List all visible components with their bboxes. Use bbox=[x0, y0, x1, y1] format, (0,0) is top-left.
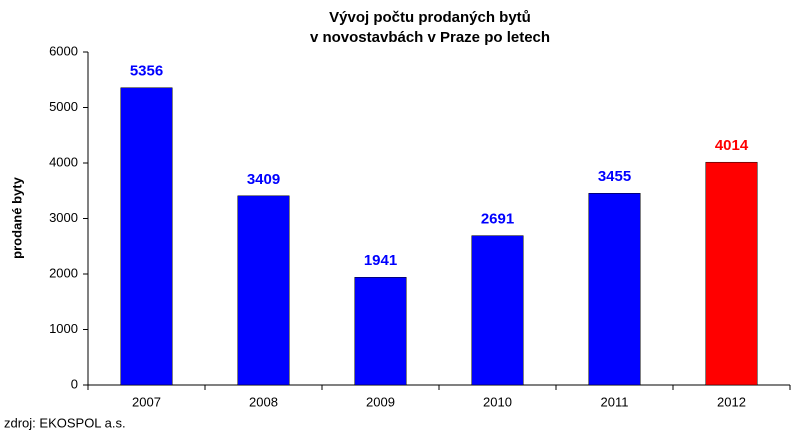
y-tick-label: 2000 bbox=[49, 265, 78, 280]
chart-title: v novostavbách v Praze po letech bbox=[310, 29, 550, 46]
y-axis-label: prodané byty bbox=[9, 176, 24, 258]
value-label: 2691 bbox=[481, 211, 514, 228]
value-label: 5356 bbox=[130, 63, 163, 80]
y-tick-label: 3000 bbox=[49, 210, 78, 225]
bar bbox=[354, 277, 407, 386]
bar bbox=[588, 192, 641, 386]
x-tick-label: 2011 bbox=[601, 394, 629, 409]
x-tick-label: 2007 bbox=[132, 394, 161, 409]
value-label: 3455 bbox=[598, 168, 631, 185]
value-label: 3409 bbox=[247, 171, 280, 188]
x-tick-label: 2010 bbox=[483, 394, 512, 409]
x-tick-label: 2009 bbox=[366, 394, 395, 409]
y-tick-label: 5000 bbox=[49, 99, 78, 114]
y-tick-label: 1000 bbox=[49, 321, 78, 336]
value-label: 4014 bbox=[715, 137, 749, 154]
y-tick-label: 4000 bbox=[49, 154, 78, 169]
value-label: 1941 bbox=[364, 252, 397, 269]
source-note: zdroj: EKOSPOL a.s. bbox=[4, 415, 126, 430]
x-tick-label: 2008 bbox=[249, 394, 278, 409]
bar bbox=[471, 235, 524, 386]
bar bbox=[705, 161, 758, 386]
bar bbox=[120, 87, 173, 386]
x-tick-label: 2012 bbox=[717, 394, 746, 409]
y-tick-label: 0 bbox=[71, 376, 78, 391]
chart-title: Vývoj počtu prodaných bytů bbox=[329, 9, 531, 26]
bar bbox=[237, 195, 290, 386]
y-tick-label: 6000 bbox=[49, 43, 78, 58]
